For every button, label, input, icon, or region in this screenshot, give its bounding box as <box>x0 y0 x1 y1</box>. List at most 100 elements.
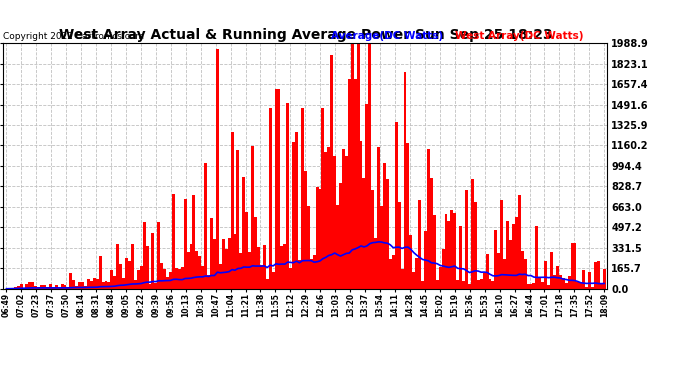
Bar <box>275 89 277 289</box>
Bar <box>359 141 362 289</box>
Bar <box>280 246 284 289</box>
Bar <box>304 171 307 289</box>
Bar <box>448 221 451 289</box>
Bar <box>248 252 251 289</box>
Bar <box>465 190 468 289</box>
Bar <box>506 221 509 289</box>
Bar <box>213 239 216 289</box>
Bar <box>374 238 377 289</box>
Bar <box>386 179 389 289</box>
Bar <box>383 163 386 289</box>
Bar <box>313 255 315 289</box>
Bar <box>260 266 263 289</box>
Text: West Array(DC Watts): West Array(DC Watts) <box>455 32 584 41</box>
Bar <box>494 230 497 289</box>
Bar <box>535 226 538 289</box>
Bar <box>143 222 146 289</box>
Bar <box>459 226 462 289</box>
Bar <box>401 268 404 289</box>
Bar <box>307 206 310 289</box>
Bar <box>172 194 175 289</box>
Bar <box>204 162 207 289</box>
Bar <box>75 286 78 289</box>
Bar <box>424 231 427 289</box>
Text: Copyright 2022 Cartronics.com: Copyright 2022 Cartronics.com <box>3 32 144 41</box>
Bar <box>533 283 535 289</box>
Bar <box>140 266 143 289</box>
Bar <box>233 234 237 289</box>
Bar <box>430 178 433 289</box>
Bar <box>131 244 134 289</box>
Bar <box>526 284 529 289</box>
Bar <box>366 104 368 289</box>
Bar <box>146 246 148 289</box>
Bar <box>125 258 128 289</box>
Bar <box>11 288 14 289</box>
Bar <box>108 282 110 289</box>
Bar <box>55 285 58 289</box>
Bar <box>603 268 606 289</box>
Bar <box>468 284 471 289</box>
Bar <box>52 288 55 289</box>
Bar <box>152 233 155 289</box>
Bar <box>286 104 289 289</box>
Bar <box>277 88 280 289</box>
Bar <box>451 210 453 289</box>
Bar <box>357 43 359 289</box>
Bar <box>128 261 131 289</box>
Bar <box>221 239 225 289</box>
Bar <box>597 261 600 289</box>
Bar <box>193 195 195 289</box>
Bar <box>571 243 573 289</box>
Bar <box>93 278 96 289</box>
Bar <box>134 280 137 289</box>
Bar <box>397 202 401 289</box>
Bar <box>178 268 181 289</box>
Bar <box>354 79 357 289</box>
Bar <box>362 178 366 289</box>
Bar <box>453 213 456 289</box>
Bar <box>43 285 46 289</box>
Bar <box>298 260 301 289</box>
Text: Average(DC Watts): Average(DC Watts) <box>331 32 443 41</box>
Bar <box>480 279 482 289</box>
Bar <box>78 282 81 289</box>
Bar <box>392 255 395 289</box>
Bar <box>591 287 594 289</box>
Bar <box>339 183 342 289</box>
Bar <box>324 152 327 289</box>
Bar <box>521 251 524 289</box>
Bar <box>81 282 84 289</box>
Bar <box>389 259 392 289</box>
Bar <box>541 282 544 289</box>
Bar <box>544 261 547 289</box>
Bar <box>580 284 582 289</box>
Bar <box>242 177 245 289</box>
Bar <box>58 288 61 289</box>
Bar <box>538 277 541 289</box>
Bar <box>186 252 190 289</box>
Bar <box>210 218 213 289</box>
Bar <box>421 281 424 289</box>
Bar <box>190 244 193 289</box>
Bar <box>37 287 40 289</box>
Bar <box>600 284 603 289</box>
Bar <box>23 288 26 289</box>
Bar <box>529 284 533 289</box>
Bar <box>292 142 295 289</box>
Bar <box>28 282 31 289</box>
Bar <box>163 269 166 289</box>
Bar <box>160 262 163 289</box>
Bar <box>195 251 198 289</box>
Bar <box>119 264 122 289</box>
Bar <box>181 267 184 289</box>
Bar <box>184 199 186 289</box>
Bar <box>562 278 564 289</box>
Bar <box>345 156 348 289</box>
Bar <box>404 72 406 289</box>
Bar <box>110 270 113 289</box>
Bar <box>413 272 415 289</box>
Bar <box>550 252 553 289</box>
Bar <box>157 222 160 289</box>
Bar <box>474 202 477 289</box>
